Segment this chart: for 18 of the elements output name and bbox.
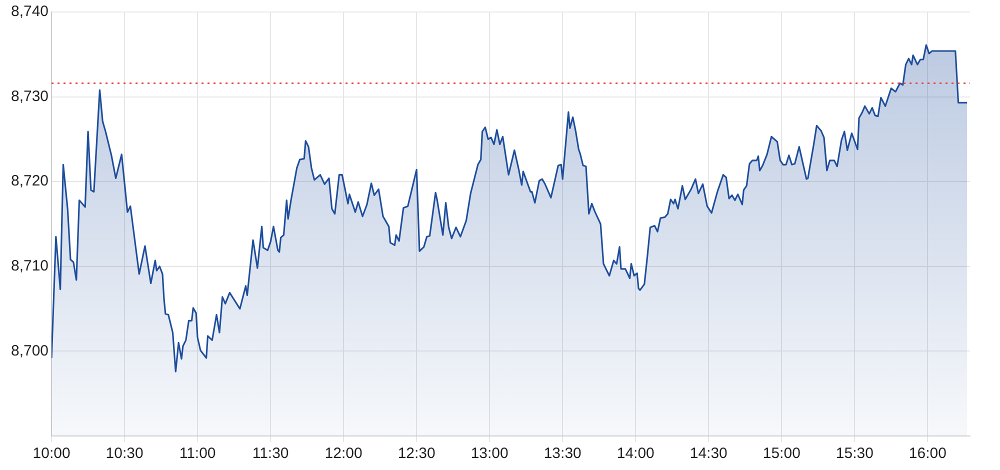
x-tick-label: 10:00 — [32, 445, 70, 462]
y-tick-label: 8,720 — [10, 172, 49, 190]
x-tick-label: 14:00 — [616, 445, 654, 462]
x-tick-label: 15:30 — [836, 445, 874, 462]
x-tick-label: 12:00 — [324, 445, 362, 462]
y-tick-label: 8,710 — [10, 258, 49, 275]
y-tick-label: 8,740 — [10, 3, 49, 20]
x-tick-label: 14:30 — [690, 445, 728, 462]
y-tick-label: 8,700 — [10, 342, 49, 360]
x-tick-label: 11:30 — [252, 445, 289, 462]
x-tick-label: 16:00 — [908, 445, 946, 462]
x-tick-label: 11:00 — [179, 445, 216, 462]
x-tick-label: 12:30 — [398, 445, 436, 462]
x-tick-label: 15:00 — [762, 445, 800, 462]
x-tick-label: 10:30 — [106, 445, 144, 462]
y-tick-label: 8,730 — [10, 88, 49, 105]
x-tick-label: 13:00 — [470, 445, 508, 462]
x-tick-label: 13:30 — [544, 445, 582, 462]
